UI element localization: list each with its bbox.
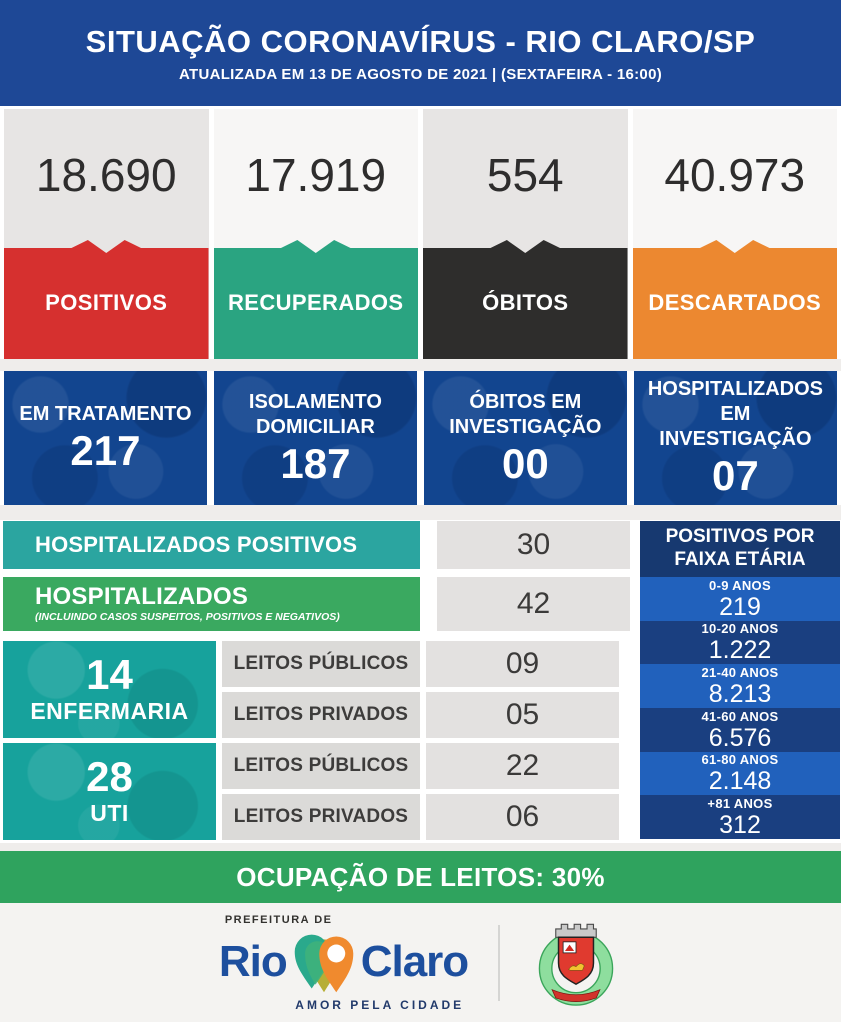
card-positivos: 18.690 POSITIVOS xyxy=(4,109,209,359)
obitos-count: 554 xyxy=(486,148,564,201)
page-title: SITUAÇÃO CORONAVÍRUS - RIO CLARO/SP xyxy=(85,23,756,59)
age-row-21-40: 21-40 ANOS 8.213 xyxy=(640,664,840,709)
age-41-60-label: 41-60 ANOS xyxy=(701,708,779,724)
age-0-9-value: 219 xyxy=(719,592,761,621)
obitos-investigacao-value: 00 xyxy=(501,439,549,487)
header: SITUAÇÃO CORONAVÍRUS - RIO CLARO/SP ATUA… xyxy=(0,0,841,108)
box-isolamento-domiciliar: ISOLAMENTO DOMICILIAR 187 xyxy=(213,371,417,505)
obitos-investigacao-label: ÓBITOS EM INVESTIGAÇÃO xyxy=(449,390,602,438)
card-recuperados: 17.919 RECUPERADOS xyxy=(213,109,418,359)
hospitalizados-positivos-label: HOSPITALIZADOS POSITIVOS xyxy=(35,532,358,557)
positivos-ribbon: POSITIVOS xyxy=(4,240,209,359)
hospitalizados-sublabel: (INCLUINDO CASOS SUSPEITOS, POSITIVOS E … xyxy=(35,611,340,623)
enfermaria-name: ENFERMARIA xyxy=(30,698,189,724)
box-obitos-investigacao: ÓBITOS EM INVESTIGAÇÃO 00 xyxy=(423,371,627,505)
card-descartados: 40.973 DESCARTADOS xyxy=(632,109,837,359)
em-tratamento-label: EM TRATAMENTO xyxy=(19,403,192,426)
age-0-9-label: 0-9 ANOS xyxy=(709,577,771,593)
positivos-count: 18.690 xyxy=(35,148,177,201)
uti-block: 28 UTI xyxy=(3,743,216,840)
updated-at-subtitle: ATUALIZADA EM 13 DE AGOSTO DE 2021 | (SE… xyxy=(178,65,663,83)
investigation-boxes-row: EM TRATAMENTO 217 ISOLAMENTO DOMICILIAR … xyxy=(0,371,841,505)
recuperados-ribbon: RECUPERADOS xyxy=(213,240,418,359)
recuperados-label: RECUPERADOS xyxy=(227,289,404,315)
descartados-ribbon: DESCARTADOS xyxy=(632,240,837,359)
summary-cards-row: 18.690 POSITIVOS 17.919 RECUPERADOS 554 … xyxy=(0,108,841,359)
age-row-0-9: 0-9 ANOS 219 xyxy=(640,577,840,621)
enfermaria-leitos-privados-label: LEITOS PRIVADOS xyxy=(222,692,420,738)
uti-leitos-privados-value: 06 xyxy=(426,794,619,840)
age-panel-title: POSITIVOS POR FAIXA ETÁRIA xyxy=(640,521,840,577)
box-em-tratamento: EM TRATAMENTO 217 xyxy=(4,371,207,505)
rio-claro-logo: PREFEITURA DE Rio Claro AMOR PELA CIDADE xyxy=(218,913,469,1012)
uti-leitos-privados-label: LEITOS PRIVADOS xyxy=(222,794,420,840)
isolamento-value: 187 xyxy=(280,439,351,487)
section-divider xyxy=(0,359,841,371)
logo-wordmark: Rio Claro xyxy=(218,928,469,996)
age-41-60-value: 6.576 xyxy=(708,723,772,752)
isolamento-label: ISOLAMENTO DOMICILIAR xyxy=(248,390,382,438)
positivos-label: POSITIVOS xyxy=(45,289,168,315)
uti-leitos-publicos-label: LEITOS PÚBLICOS xyxy=(222,743,420,789)
age-panel-title-line2: FAIXA ETÁRIA xyxy=(674,549,806,570)
enfermaria-count: 14 xyxy=(86,651,133,698)
age-21-40-label: 21-40 ANOS xyxy=(701,665,779,681)
hospitalizados-row: HOSPITALIZADOS (INCLUINDO CASOS SUSPEITO… xyxy=(3,577,633,631)
hospitalizados-value: 42 xyxy=(437,577,630,631)
hosp-investigacao-value: 07 xyxy=(712,452,759,500)
enfermaria-leitos-publicos-label: LEITOS PÚBLICOS xyxy=(222,641,420,687)
occupancy-bar: OCUPAÇÃO DE LEITOS: 30% xyxy=(0,851,841,903)
obitos-ribbon: ÓBITOS xyxy=(423,240,628,359)
enfermaria-leitos-publicos-value: 09 xyxy=(426,641,619,687)
uti-count: 28 xyxy=(86,753,133,800)
city-coat-of-arms xyxy=(538,923,614,1006)
enfermaria-block: 14 ENFERMARIA xyxy=(3,641,216,738)
recuperados-count: 17.919 xyxy=(245,148,387,201)
hospitalizados-positivos-row: HOSPITALIZADOS POSITIVOS 30 xyxy=(3,521,633,569)
hospitalizados-bar: HOSPITALIZADOS (INCLUINDO CASOS SUSPEITO… xyxy=(3,577,420,631)
logo-word-rio: Rio xyxy=(218,936,288,986)
age-row-61-80: 61-80 ANOS 2.148 xyxy=(640,751,840,796)
age-61-80-value: 2.148 xyxy=(708,767,772,796)
enfermaria-grid: 14 ENFERMARIA LEITOS PÚBLICOS 09 LEITOS … xyxy=(3,641,633,738)
heart-pin-icon xyxy=(294,934,353,992)
descartados-count: 40.973 xyxy=(664,148,806,201)
hospitalizados-label: HOSPITALIZADOS xyxy=(35,583,249,610)
section-divider xyxy=(0,505,841,520)
age-row-81-plus: +81 ANOS 312 xyxy=(640,795,840,840)
age-row-10-20: 10-20 ANOS 1.222 xyxy=(640,620,840,665)
footer: PREFEITURA DE Rio Claro AMOR PELA CIDADE xyxy=(0,903,841,1022)
hospitalization-left-column: HOSPITALIZADOS POSITIVOS 30 HOSPITALIZAD… xyxy=(3,520,633,843)
uti-leitos-publicos-value: 22 xyxy=(426,743,619,789)
logo-word-claro: Claro xyxy=(360,936,469,986)
box-hospitalizados-investigacao: HOSPITALIZADOS EM INVESTIGAÇÃO 07 xyxy=(633,371,837,505)
uti-name: UTI xyxy=(90,800,129,826)
age-81-plus-value: 312 xyxy=(719,811,761,840)
card-obitos: 554 ÓBITOS xyxy=(423,109,628,359)
em-tratamento-value: 217 xyxy=(70,427,141,475)
age-panel-title-line1: POSITIVOS POR xyxy=(665,526,815,548)
age-61-80-label: 61-80 ANOS xyxy=(701,752,779,768)
hospitalization-section: HOSPITALIZADOS POSITIVOS 30 HOSPITALIZAD… xyxy=(0,520,841,843)
age-81-plus-label: +81 ANOS xyxy=(707,796,773,812)
age-row-41-60: 41-60 ANOS 6.576 xyxy=(640,708,840,752)
age-10-20-label: 10-20 ANOS xyxy=(701,621,779,637)
obitos-label: ÓBITOS xyxy=(482,289,569,315)
age-21-40-value: 8.213 xyxy=(708,680,772,709)
age-distribution-panel: POSITIVOS POR FAIXA ETÁRIA 0-9 ANOS 219 … xyxy=(640,521,840,840)
enfermaria-leitos-privados-value: 05 xyxy=(426,692,619,738)
section-divider xyxy=(0,843,841,851)
footer-divider xyxy=(498,924,501,1001)
uti-grid: 28 UTI LEITOS PÚBLICOS 22 LEITOS PRIVADO… xyxy=(3,743,633,840)
logo-tagline: AMOR PELA CIDADE xyxy=(295,997,465,1012)
occupancy-text: OCUPAÇÃO DE LEITOS: 30% xyxy=(236,861,605,892)
descartados-label: DESCARTADOS xyxy=(648,289,822,315)
hospitalizados-positivos-bar: HOSPITALIZADOS POSITIVOS xyxy=(3,521,420,569)
age-10-20-value: 1.222 xyxy=(708,636,772,665)
hospitalizados-positivos-value: 30 xyxy=(437,521,630,569)
logo-pretitle: PREFEITURA DE xyxy=(224,913,333,926)
hosp-investigacao-label: HOSPITALIZADOS EM INVESTIGAÇÃO xyxy=(647,378,823,451)
